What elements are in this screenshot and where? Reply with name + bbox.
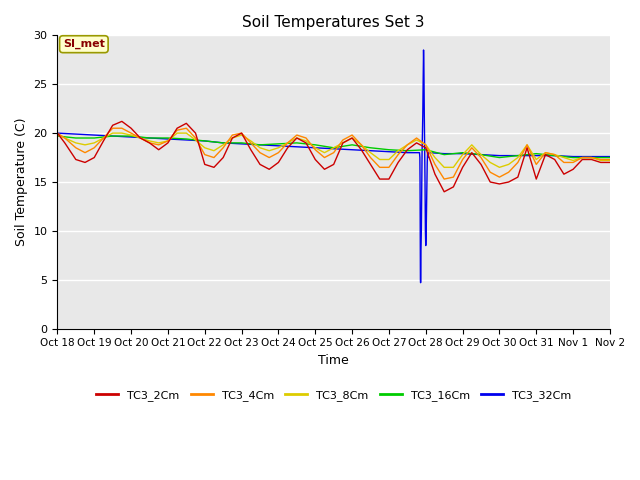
TC3_8Cm	[606, 157, 614, 163]
TC3_16Cm	[588, 155, 595, 160]
TC3_2Cm	[192, 130, 200, 136]
TC3_16Cm	[569, 155, 577, 160]
Line: TC3_2Cm: TC3_2Cm	[58, 121, 610, 192]
Line: TC3_16Cm: TC3_16Cm	[58, 136, 610, 157]
TC3_16Cm	[256, 142, 264, 148]
TC3_16Cm	[237, 140, 245, 146]
TC3_16Cm	[127, 133, 135, 139]
TC3_2Cm	[440, 189, 448, 195]
TC3_16Cm	[330, 145, 337, 151]
TC3_2Cm	[118, 119, 125, 124]
TC3_2Cm	[358, 147, 365, 153]
TC3_4Cm	[551, 152, 559, 157]
TC3_16Cm	[551, 153, 559, 158]
TC3_2Cm	[551, 156, 559, 162]
Line: TC3_32Cm: TC3_32Cm	[58, 50, 610, 283]
TC3_16Cm	[440, 152, 448, 157]
TC3_8Cm	[109, 130, 116, 136]
TC3_16Cm	[146, 135, 154, 141]
TC3_16Cm	[514, 153, 522, 158]
TC3_4Cm	[173, 127, 181, 133]
TC3_16Cm	[182, 136, 190, 142]
X-axis label: Time: Time	[318, 354, 349, 367]
TC3_4Cm	[54, 130, 61, 136]
TC3_16Cm	[90, 135, 98, 141]
TC3_16Cm	[477, 152, 485, 157]
Legend: TC3_2Cm, TC3_4Cm, TC3_8Cm, TC3_16Cm, TC3_32Cm: TC3_2Cm, TC3_4Cm, TC3_8Cm, TC3_16Cm, TC3…	[92, 385, 575, 405]
TC3_2Cm	[394, 159, 402, 165]
TC3_16Cm	[220, 140, 227, 146]
TC3_4Cm	[256, 150, 264, 156]
TC3_32Cm	[606, 154, 614, 159]
TC3_4Cm	[358, 142, 365, 148]
TC3_16Cm	[385, 147, 393, 153]
Line: TC3_8Cm: TC3_8Cm	[58, 133, 610, 168]
TC3_8Cm	[54, 132, 61, 138]
TC3_32Cm	[495, 153, 503, 158]
TC3_16Cm	[403, 148, 411, 154]
TC3_4Cm	[606, 156, 614, 162]
TC3_32Cm	[420, 47, 428, 53]
TC3_16Cm	[422, 147, 429, 153]
TC3_8Cm	[192, 137, 200, 143]
TC3_16Cm	[164, 135, 172, 141]
TC3_16Cm	[606, 155, 614, 160]
TC3_4Cm	[109, 125, 116, 131]
TC3_8Cm	[358, 142, 365, 148]
TC3_16Cm	[367, 145, 374, 151]
Title: Soil Temperatures Set 3: Soil Temperatures Set 3	[243, 15, 425, 30]
TC3_8Cm	[440, 165, 448, 170]
TC3_32Cm	[421, 179, 429, 185]
TC3_16Cm	[54, 133, 61, 139]
TC3_16Cm	[109, 133, 116, 139]
TC3_4Cm	[440, 176, 448, 182]
TC3_32Cm	[275, 143, 282, 149]
TC3_16Cm	[293, 140, 301, 146]
TC3_16Cm	[312, 142, 319, 148]
TC3_16Cm	[495, 155, 503, 160]
TC3_2Cm	[256, 162, 264, 168]
TC3_8Cm	[394, 148, 402, 154]
TC3_8Cm	[551, 152, 559, 157]
TC3_32Cm	[54, 130, 61, 136]
TC3_32Cm	[416, 155, 424, 160]
TC3_32Cm	[417, 280, 424, 286]
Text: SI_met: SI_met	[63, 39, 105, 49]
Y-axis label: Soil Temperature (C): Soil Temperature (C)	[15, 118, 28, 246]
TC3_32Cm	[419, 76, 427, 82]
TC3_2Cm	[606, 159, 614, 165]
TC3_32Cm	[312, 145, 319, 151]
TC3_16Cm	[275, 141, 282, 147]
TC3_16Cm	[201, 138, 209, 144]
TC3_16Cm	[532, 151, 540, 156]
TC3_2Cm	[173, 125, 181, 131]
TC3_8Cm	[173, 130, 181, 136]
TC3_16Cm	[348, 142, 356, 148]
TC3_2Cm	[54, 130, 61, 136]
TC3_4Cm	[394, 152, 402, 157]
TC3_4Cm	[192, 135, 200, 141]
TC3_8Cm	[256, 145, 264, 151]
Line: TC3_4Cm: TC3_4Cm	[58, 128, 610, 179]
TC3_16Cm	[72, 135, 79, 141]
TC3_16Cm	[459, 150, 467, 156]
